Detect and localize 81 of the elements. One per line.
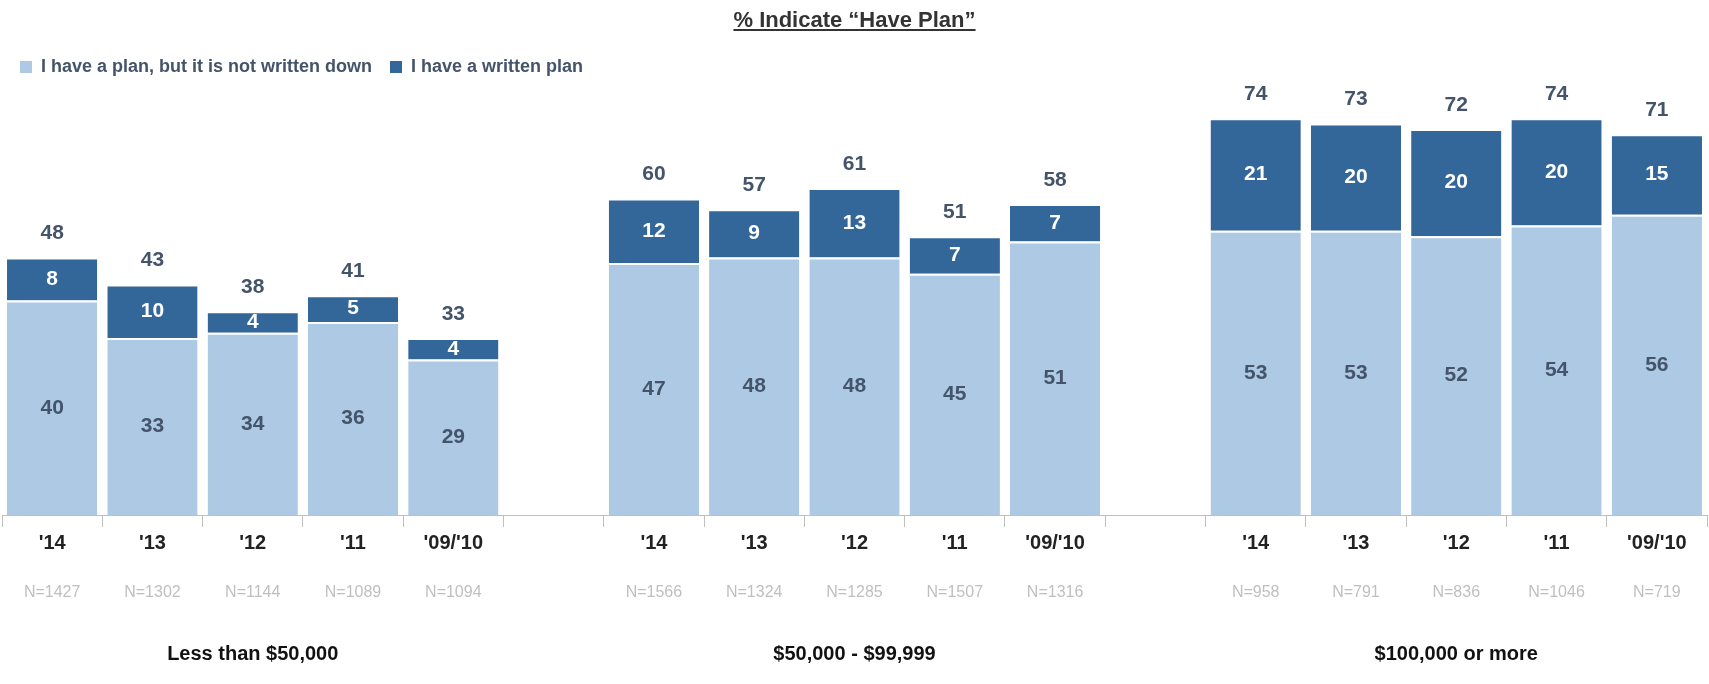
total-label: 74 bbox=[1244, 80, 1268, 104]
total-label: 61 bbox=[842, 150, 867, 174]
text: N=836 bbox=[1432, 583, 1481, 601]
data-label: 13 bbox=[842, 209, 867, 233]
x-tick-label: '13 bbox=[138, 530, 166, 553]
x-tick-label: '09/'10 bbox=[423, 530, 484, 553]
x-tick-label: '09/'10 bbox=[1627, 530, 1687, 553]
x-tick-label: '11 bbox=[340, 530, 366, 553]
text: N=1089 bbox=[324, 583, 382, 601]
data-label: 5 bbox=[347, 295, 360, 319]
data-label: 4 bbox=[447, 335, 460, 359]
data-label: 53 bbox=[1244, 359, 1268, 383]
x-tick-label: '14 bbox=[640, 530, 669, 553]
x-tick-label: '14 bbox=[1242, 530, 1271, 553]
data-label: 9 bbox=[748, 220, 761, 244]
data-label: 45 bbox=[943, 381, 967, 405]
text: N=1046 bbox=[1528, 583, 1585, 601]
total-label: 60 bbox=[642, 161, 666, 185]
data-label: 29 bbox=[441, 424, 465, 448]
x-tick-label: '11 bbox=[1543, 530, 1570, 553]
text: N=1316 bbox=[1026, 583, 1084, 601]
data-label: 20 bbox=[1444, 169, 1468, 193]
text: $100,000 or more bbox=[1374, 641, 1538, 664]
data-label: 33 bbox=[140, 413, 165, 437]
text: N=1285 bbox=[826, 583, 883, 601]
text: Less than $50,000 bbox=[167, 641, 339, 664]
text: N=1427 bbox=[23, 583, 81, 601]
data-label: 40 bbox=[40, 394, 64, 418]
data-label: 36 bbox=[341, 405, 365, 429]
total-label: 43 bbox=[140, 247, 165, 271]
data-label: 8 bbox=[46, 265, 59, 289]
x-tick-label: '12 bbox=[840, 530, 869, 553]
x-tick-label: '12 bbox=[1442, 530, 1470, 553]
data-label: 48 bbox=[742, 373, 767, 397]
text: N=1507 bbox=[926, 583, 984, 601]
total-label: 74 bbox=[1544, 80, 1569, 104]
total-label: 38 bbox=[241, 274, 265, 298]
data-label: 47 bbox=[642, 375, 666, 399]
x-tick-label: '09/'10 bbox=[1025, 530, 1085, 553]
text: N=958 bbox=[1231, 583, 1280, 601]
x-tick-label: '14 bbox=[38, 530, 67, 553]
total-label: 58 bbox=[1043, 166, 1068, 190]
total-label: 33 bbox=[441, 300, 465, 324]
data-label: 15 bbox=[1645, 161, 1669, 185]
total-label: 72 bbox=[1444, 91, 1468, 115]
total-label: 73 bbox=[1344, 86, 1368, 110]
data-label: 4 bbox=[246, 308, 259, 332]
legend-label: I have a plan, but it is not written down bbox=[41, 55, 373, 76]
data-label: 20 bbox=[1544, 158, 1569, 182]
text: N=1566 bbox=[625, 583, 683, 601]
text: N=719 bbox=[1633, 583, 1681, 601]
text: N=1324 bbox=[725, 583, 783, 601]
data-label: 21 bbox=[1244, 161, 1268, 185]
legend-label: I have a written plan bbox=[411, 55, 584, 76]
text: N=1144 bbox=[225, 583, 281, 601]
data-label: 20 bbox=[1344, 163, 1368, 187]
total-label: 57 bbox=[742, 172, 766, 196]
x-tick-label: '12 bbox=[239, 530, 267, 553]
data-label: 56 bbox=[1645, 351, 1669, 375]
total-label: 71 bbox=[1645, 97, 1669, 121]
data-label: 10 bbox=[140, 298, 165, 322]
x-tick-label: '11 bbox=[941, 530, 968, 553]
data-label: 12 bbox=[642, 217, 666, 241]
data-label: 7 bbox=[948, 241, 961, 265]
text: N=1302 bbox=[124, 583, 181, 601]
total-label: 51 bbox=[943, 198, 967, 222]
data-label: 54 bbox=[1544, 357, 1569, 381]
text: N=1094 bbox=[425, 583, 482, 601]
data-label: 7 bbox=[1049, 209, 1061, 233]
text: N=791 bbox=[1332, 583, 1380, 601]
x-tick-label: '13 bbox=[1342, 530, 1370, 553]
x-tick-label: '13 bbox=[740, 530, 768, 553]
data-label: 52 bbox=[1444, 362, 1468, 386]
chart-title: % Indicate “Have Plan” bbox=[732, 6, 977, 34]
total-label: 41 bbox=[341, 257, 366, 281]
text: $50,000 - $99,999 bbox=[773, 641, 936, 664]
data-label: 34 bbox=[241, 410, 265, 434]
total-label: 48 bbox=[40, 220, 65, 244]
data-label: 48 bbox=[842, 373, 867, 397]
data-label: 51 bbox=[1043, 365, 1068, 389]
data-label: 53 bbox=[1344, 359, 1368, 383]
